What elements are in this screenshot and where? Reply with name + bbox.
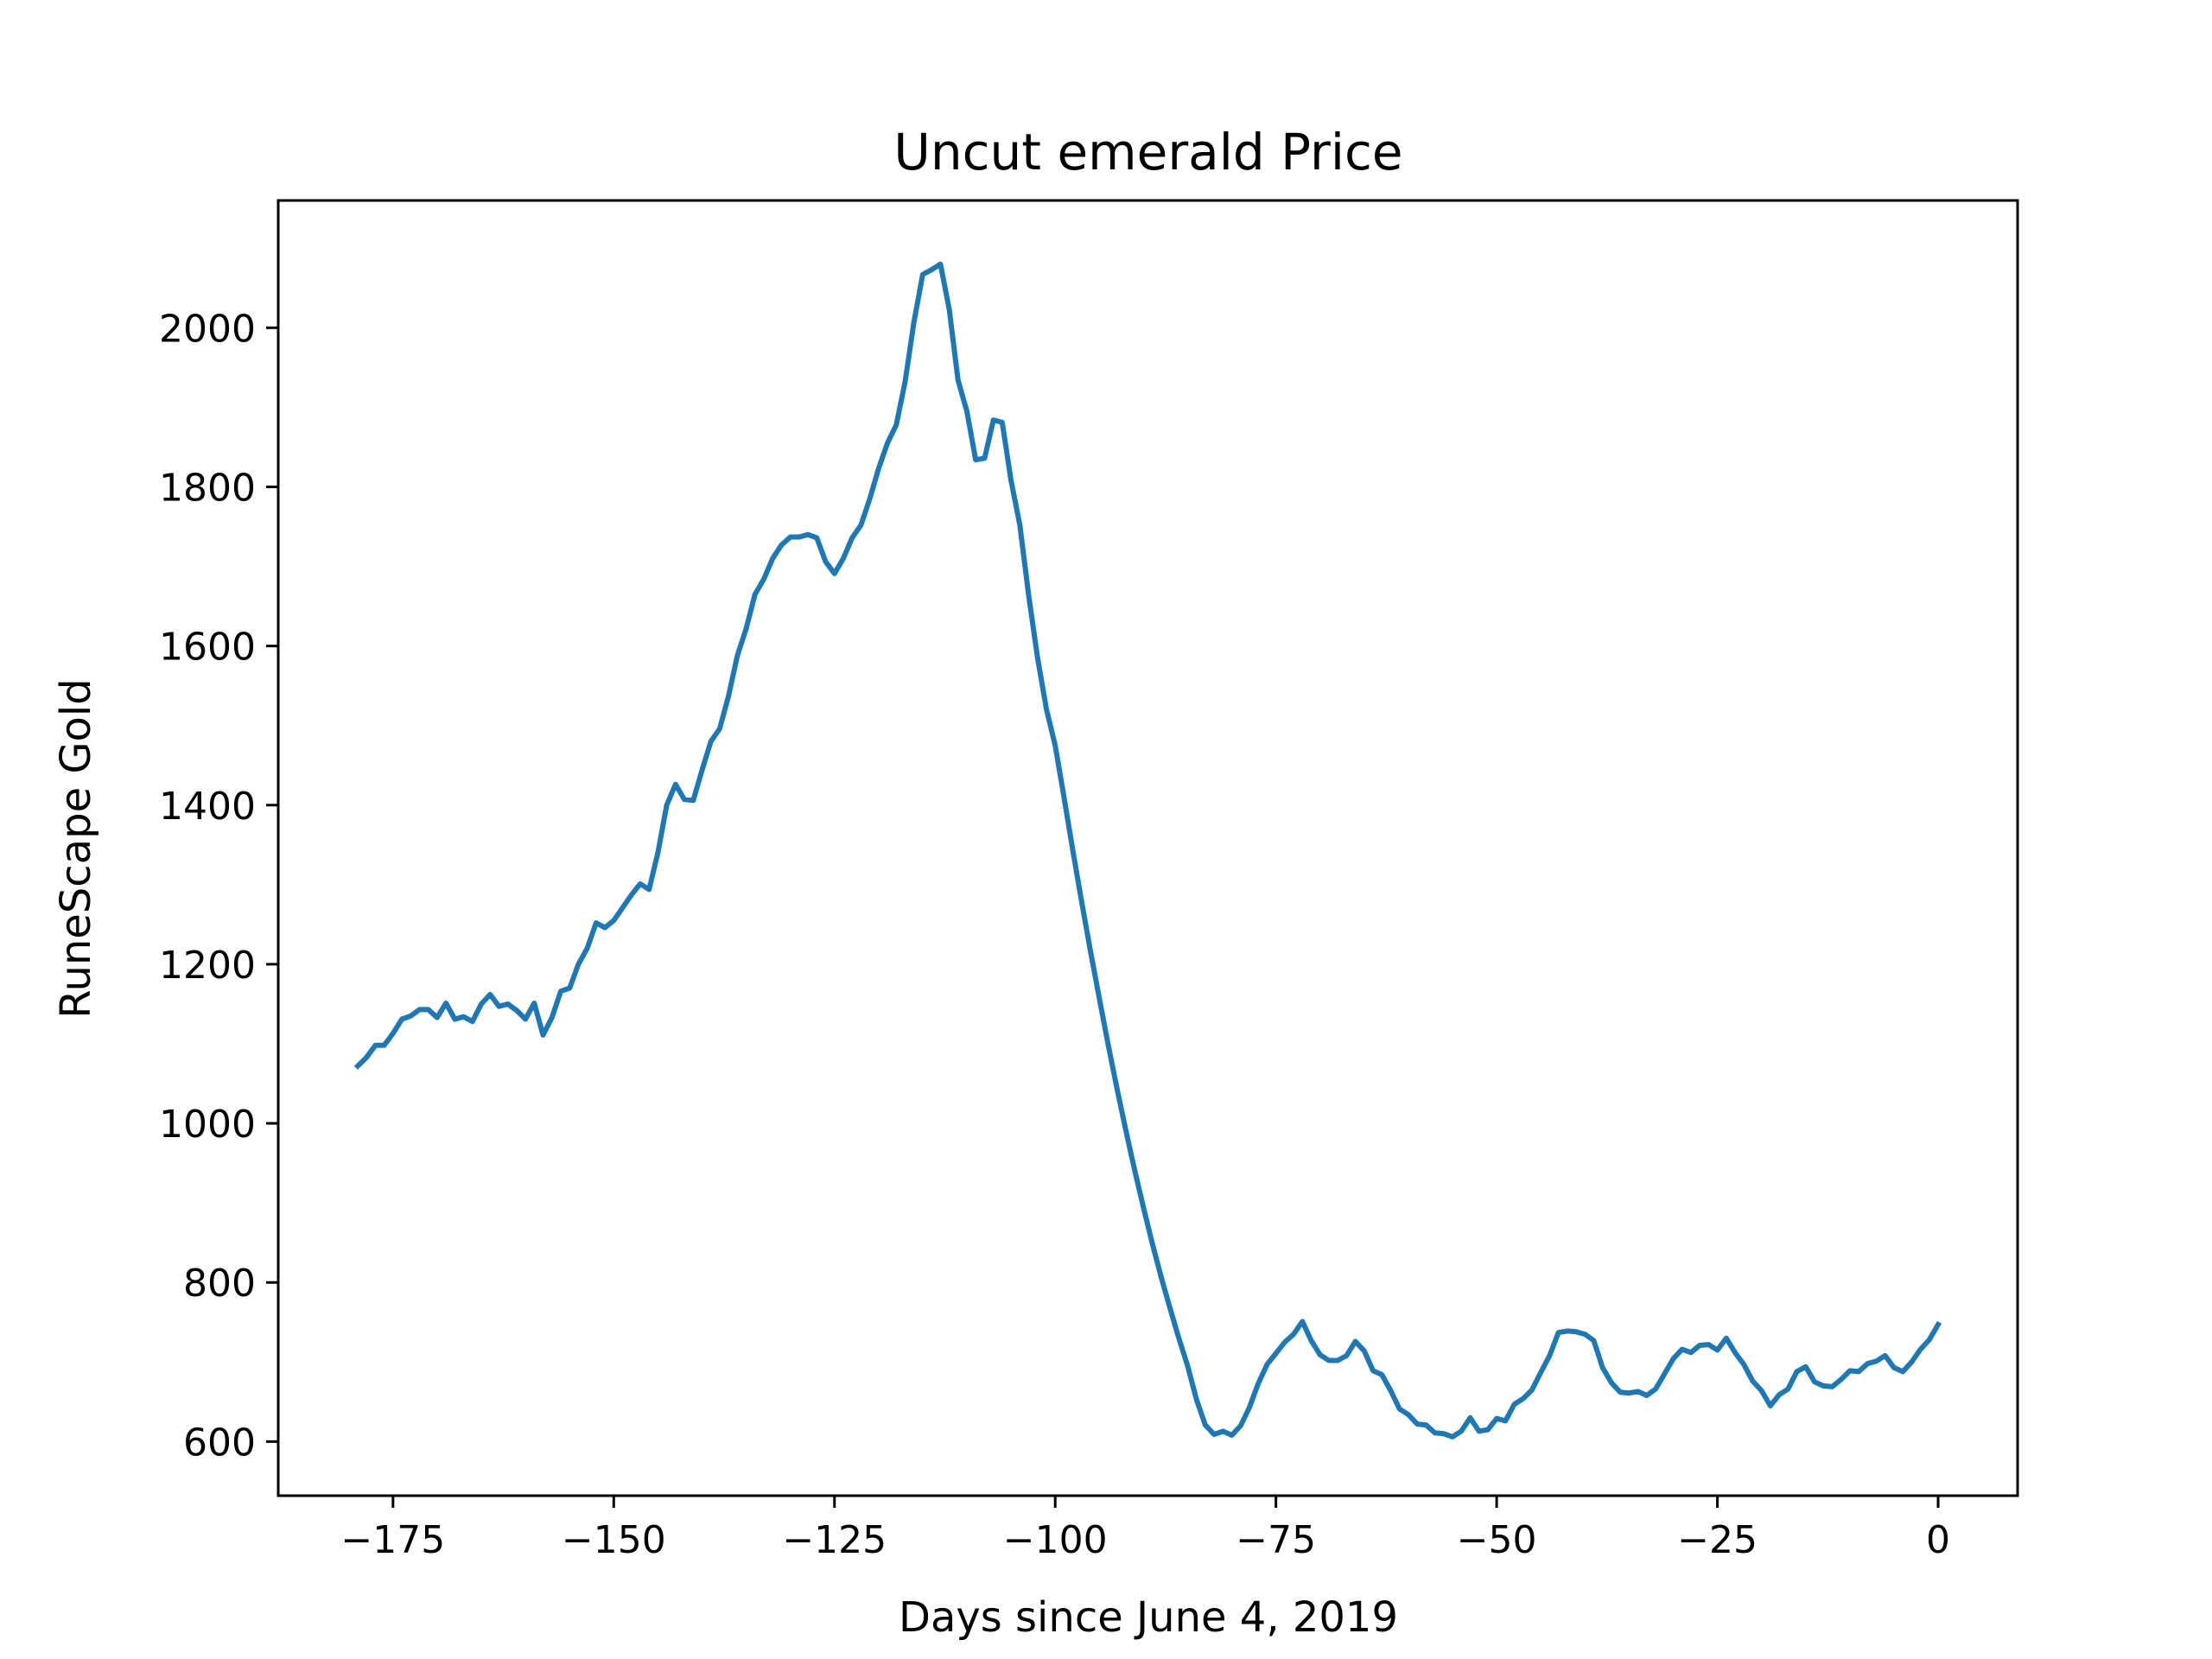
x-tick-label: −125 (782, 1518, 887, 1562)
y-axis-ticks: 600 800 1000 1200 1400 1600 1800 2000 (159, 307, 278, 1465)
x-tick-label: −150 (562, 1518, 666, 1562)
x-tick-label: −50 (1457, 1518, 1537, 1562)
x-tick-label: 0 (1926, 1518, 1950, 1562)
plot-frame (276, 199, 2019, 1497)
y-tick-label: 2000 (159, 307, 256, 351)
y-tick-label: 1400 (159, 785, 256, 829)
y-axis-label: RuneScape Gold (52, 678, 100, 1018)
plot-area (276, 199, 2019, 1497)
x-axis-ticks: −175 −150 −125 −100 −75 −50 −25 0 (340, 1496, 1950, 1562)
y-tick-label: 1000 (159, 1103, 256, 1147)
x-tick-label: −75 (1236, 1518, 1316, 1562)
series-line-0 (353, 261, 1942, 1440)
y-tick-label: 1800 (159, 466, 256, 510)
y-tick-label: 600 (183, 1421, 256, 1465)
y-tick-label: 1600 (159, 626, 256, 670)
x-axis-label: Days since June 4, 2019 (899, 1593, 1398, 1642)
chart-title: Uncut emerald Price (893, 123, 1402, 181)
x-tick-label: −175 (340, 1518, 445, 1562)
y-tick-label: 800 (183, 1262, 256, 1306)
x-tick-label: −25 (1677, 1518, 1758, 1562)
y-tick-label: 1200 (159, 944, 256, 988)
x-tick-label: −100 (1003, 1518, 1108, 1562)
